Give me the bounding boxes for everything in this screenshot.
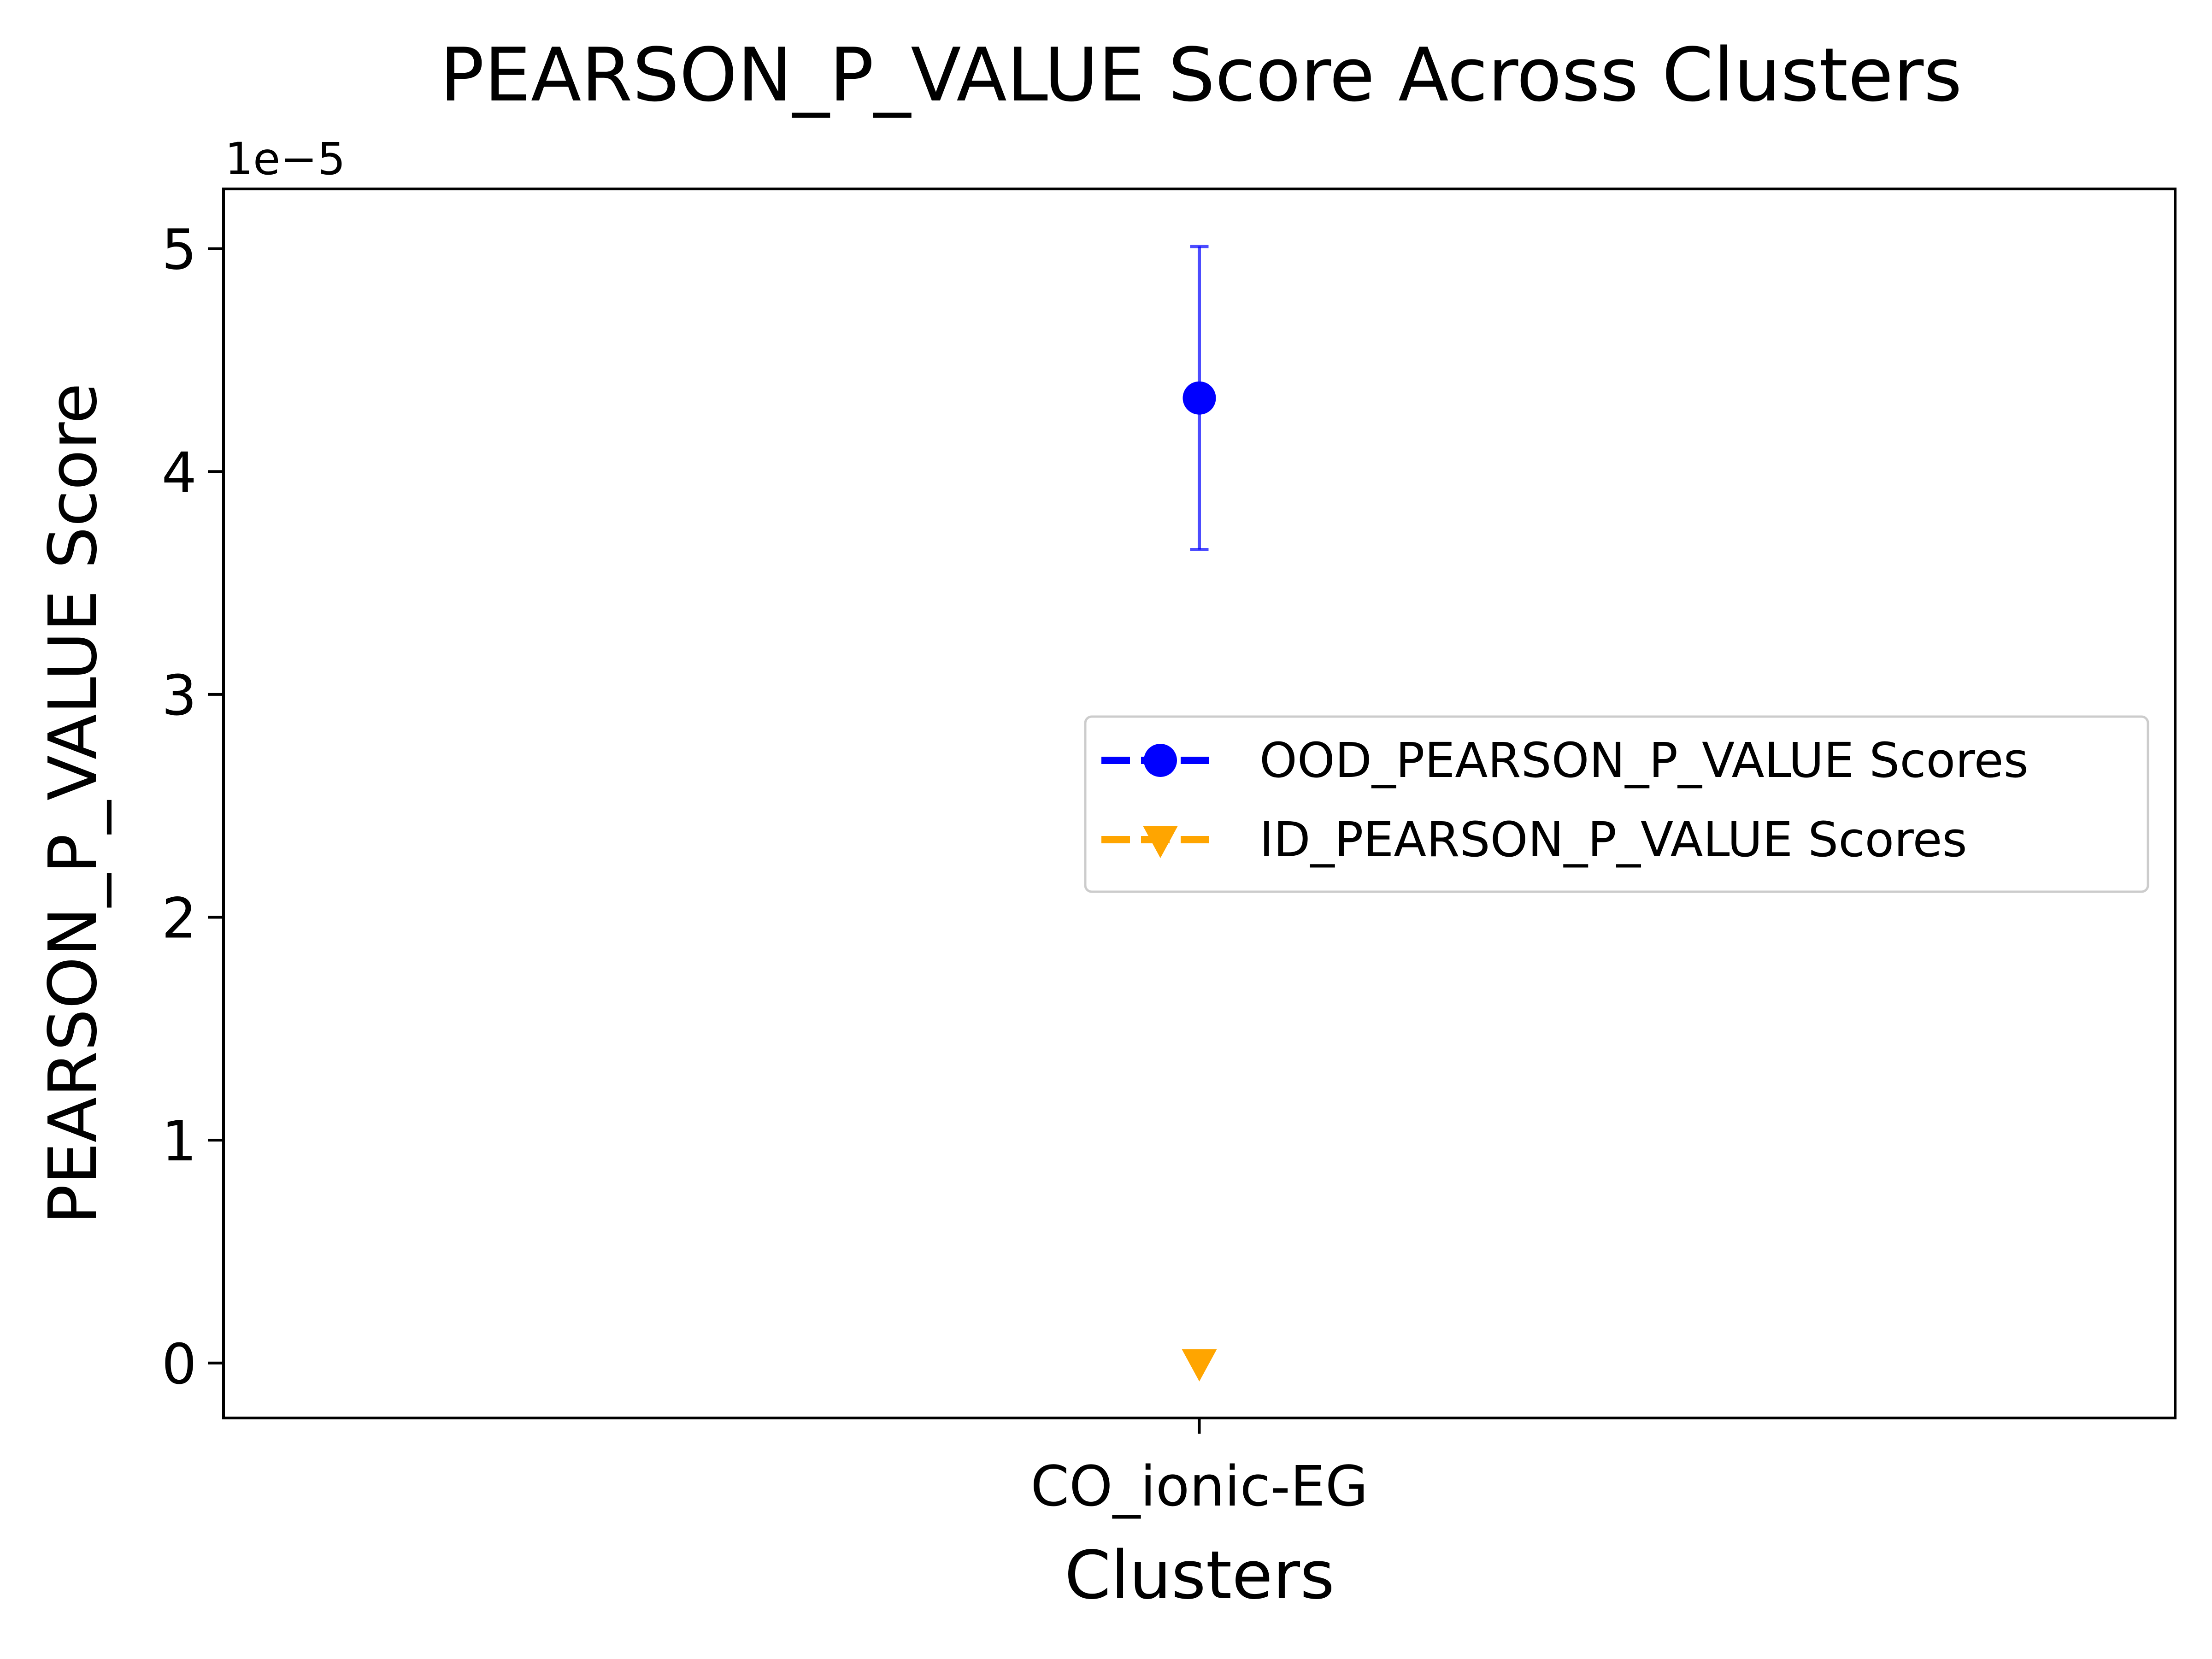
legend-label: ID_PEARSON_P_VALUE Scores bbox=[1259, 812, 1967, 868]
data-point-triangle bbox=[1182, 1349, 1217, 1382]
legend-marker-circle bbox=[1144, 744, 1177, 777]
y-tick-label: 2 bbox=[162, 887, 197, 951]
y-axis: 0 1 2 3 4 5 bbox=[162, 218, 224, 1397]
x-axis-label: Clusters bbox=[1065, 1536, 1335, 1614]
y-tick-label: 1 bbox=[162, 1110, 197, 1174]
y-axis-label: PEARSON_P_VALUE Score bbox=[34, 383, 112, 1224]
data-point-circle bbox=[1182, 381, 1216, 415]
x-axis: CO_ionic-EG bbox=[1030, 1418, 1368, 1519]
legend-marker-triangle bbox=[1143, 826, 1178, 858]
plot-area bbox=[1182, 245, 1217, 1382]
y-tick-label: 4 bbox=[162, 441, 197, 505]
y-tick-label: 0 bbox=[162, 1333, 197, 1397]
legend: OOD_PEARSON_P_VALUE Scores ID_PEARSON_P_V… bbox=[1084, 715, 2149, 893]
chart-title: PEARSON_P_VALUE Score Across Clusters bbox=[440, 32, 1962, 118]
legend-label: OOD_PEARSON_P_VALUE Scores bbox=[1259, 732, 2029, 788]
legend-frame bbox=[1084, 715, 2149, 893]
x-tick-label: CO_ionic-EG bbox=[1030, 1455, 1368, 1519]
y-tick-label: 3 bbox=[162, 664, 197, 728]
y-tick-label: 5 bbox=[162, 218, 197, 282]
y-offset-text: 1e−5 bbox=[225, 133, 346, 185]
